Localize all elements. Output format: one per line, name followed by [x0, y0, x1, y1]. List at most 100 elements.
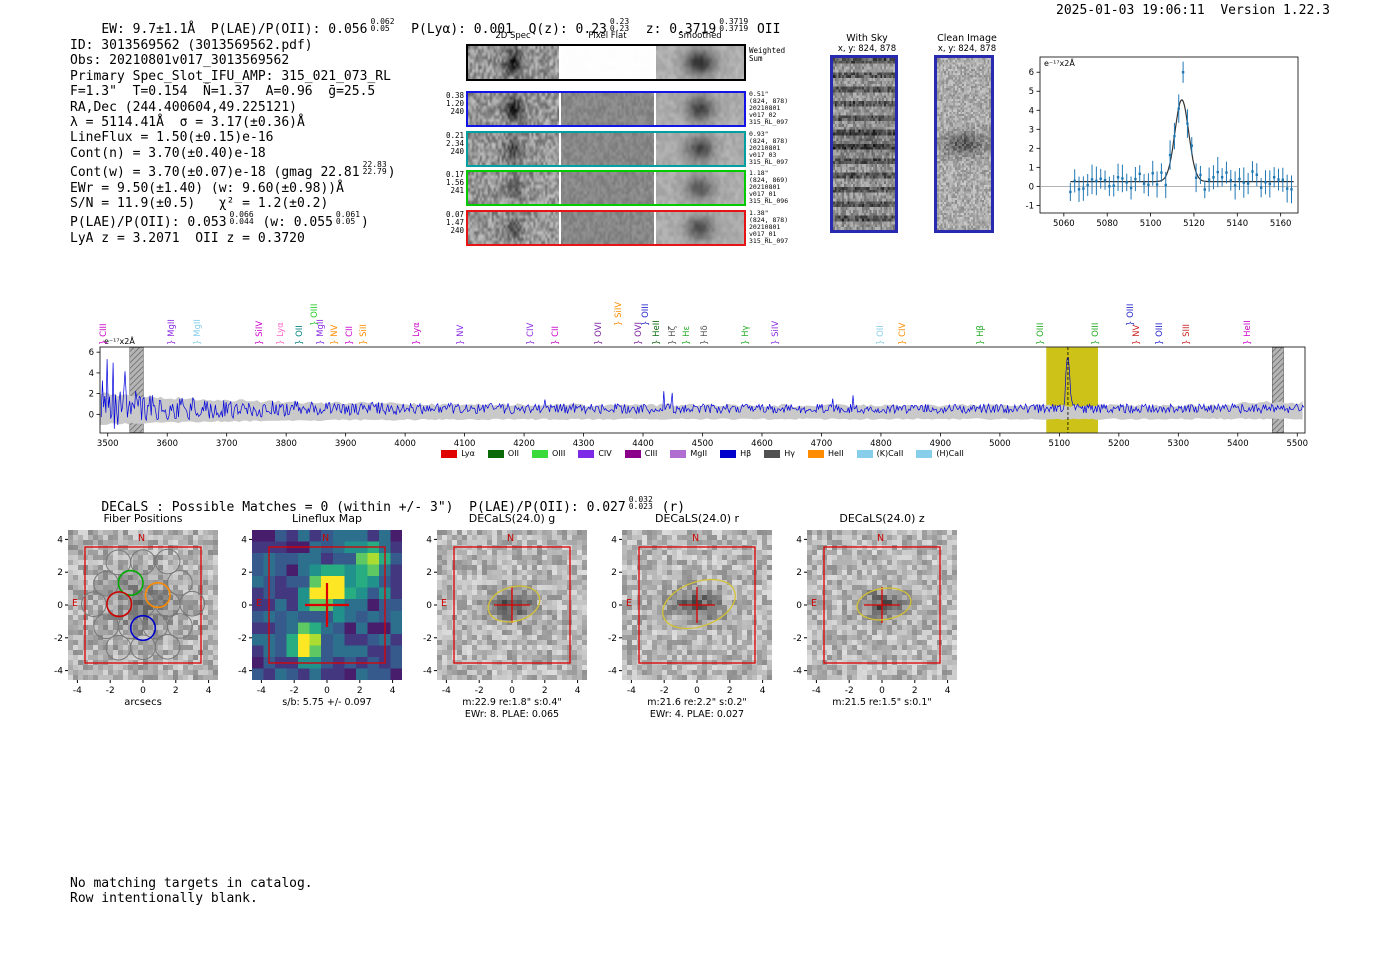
data-point	[1264, 181, 1267, 184]
spectral-line-label: } HeII	[1242, 320, 1253, 345]
data-point	[1212, 176, 1215, 179]
weight-value: 0.21	[445, 130, 464, 140]
fiber-info-line: 20210801	[749, 104, 781, 112]
cutout-row-border	[466, 209, 746, 246]
error-stack: 0.061 0.05	[335, 210, 361, 226]
panel-y-tick: 2	[796, 568, 802, 578]
fit-y-tick: 6	[1029, 68, 1034, 78]
footer-line-1: No matching targets in catalog.	[70, 876, 313, 891]
data-point	[1147, 183, 1150, 186]
data-point	[1095, 179, 1098, 183]
row-weight-values: 0.07 1.47 240	[438, 210, 464, 235]
info-text: P(LAE)/P(OII): 0.053	[70, 215, 227, 231]
decals-plae-errors: 0.032 0.023	[628, 495, 653, 512]
panel-y-tick: 4	[426, 535, 432, 545]
panel-caption-2: EWr: 8. PLAE: 0.065	[464, 709, 560, 720]
x-tick-label: 5000	[989, 439, 1011, 449]
fiber-info-line: 1.18"	[749, 169, 769, 177]
spectrum-ylabel: e⁻¹⁷x2Å	[104, 337, 135, 346]
panel-x-tick: 4	[760, 686, 766, 696]
spectrum-line	[100, 356, 1305, 429]
y-tick-label: 6	[89, 348, 94, 358]
qz-value: Q(z): 0.23	[528, 22, 607, 38]
fiber-info-line: (824, 869)	[749, 176, 789, 184]
x-tick-label: 4000	[394, 439, 416, 449]
compass-north-label: N	[877, 533, 885, 544]
spectral-line-label: } MgII	[192, 319, 203, 345]
ew-value: EW: 9.7±1.1Å	[101, 22, 211, 38]
panel-y-tick: 2	[241, 568, 247, 578]
row-2dspec-image	[468, 211, 559, 244]
spectral-line-label: } SiIV	[771, 320, 782, 345]
row-2dspec-image	[468, 172, 559, 204]
spectral-line-label: } SiIV	[614, 301, 624, 326]
info-line: LyA z = 3.2071 OII z = 0.3720	[70, 231, 396, 246]
spectral-line-label: } Hδ	[699, 325, 710, 345]
x-tick-label: 3800	[275, 439, 297, 449]
panel-caption: m:22.9 re:1.8" s:0.4"	[462, 697, 562, 708]
legend-label: OIII	[551, 449, 566, 458]
info-text: LineFlux = 1.50(±0.15)e-16	[70, 130, 274, 146]
x-tick-label: 4100	[454, 439, 476, 449]
legend-label: (K)CaII	[876, 449, 904, 458]
fit-y-tick: 4	[1029, 106, 1034, 116]
panel-y-tick: -4	[238, 667, 247, 677]
spectral-line-label: } CIV	[897, 322, 908, 345]
legend-label: CIII	[644, 449, 658, 458]
spectral-line-label: } Hζ	[667, 325, 678, 345]
panel-y-tick: 4	[611, 535, 617, 545]
row-pixelflat-image	[561, 93, 654, 125]
data-point	[1099, 177, 1102, 180]
y-tick-label: 2	[89, 390, 94, 400]
x-tick-label: 5200	[1108, 439, 1130, 449]
spectral-line-label: } OIII	[641, 303, 652, 326]
fit-y-tick: 5	[1029, 87, 1034, 97]
timestamp-version: 2025-01-03 19:06:11 Version 1.22.3	[1056, 3, 1330, 18]
panel-y-tick: -4	[793, 667, 802, 677]
fiber-info-line: 20210801	[749, 222, 781, 231]
panel-title: Lineflux Map	[291, 512, 363, 525]
x-tick-label: 3500	[97, 439, 119, 449]
clean-image-title: Clean Image	[937, 33, 997, 44]
spectral-line-label: } OII	[294, 325, 305, 345]
spectral-line-label: } CIII	[99, 323, 109, 345]
data-point	[1177, 107, 1180, 110]
legend-item: (H)CaII	[916, 449, 964, 458]
panel-y-tick: -2	[608, 634, 617, 644]
panel-x-tick: 2	[542, 686, 548, 696]
full-spectrum-plot: 3500 3600 3700 3800 3900 4000 4100 4200 4300 4400…	[89, 346, 1308, 449]
data-point	[1277, 178, 1280, 181]
fiber-positions-image	[68, 530, 218, 680]
compass-east-label: E	[811, 598, 818, 609]
plae-poii-errors: 0.062 0.05	[370, 17, 395, 34]
panel-title: DECaLS(24.0) r	[654, 512, 740, 525]
legend-swatch	[670, 449, 687, 458]
gaussian-fit-curve	[1070, 99, 1294, 183]
data-point	[1290, 188, 1293, 191]
panel-y-tick: 4	[241, 535, 247, 545]
error-stack: 22.83 22.79	[363, 161, 387, 176]
x-tick-label: 4500	[692, 439, 714, 449]
with-sky-coords: x, y: 824, 878	[837, 44, 897, 54]
generated-text: 0.061	[335, 210, 361, 220]
data-point	[1155, 183, 1159, 186]
row-smoothed-image	[656, 172, 744, 204]
qz-errors: 0.23 0.23	[609, 17, 630, 34]
panel-x-tick: 2	[357, 686, 363, 696]
weight-value: 240	[450, 225, 464, 235]
data-point	[1216, 170, 1219, 174]
fiber-info-line: (824, 878)	[749, 136, 789, 145]
panel-y-tick: -2	[54, 634, 63, 644]
row-pixelflat-image	[561, 132, 654, 165]
footer-notes: No matching targets in catalog. Row inte…	[70, 876, 313, 907]
weighted-pixelflat-image	[561, 46, 654, 79]
panel-x-tick: 4	[575, 686, 581, 696]
spectral-line-label: } OIII	[1125, 303, 1136, 326]
compass-north-label: N	[138, 533, 146, 544]
compass-east-label: E	[441, 598, 448, 609]
data-point	[1069, 190, 1072, 194]
row-smoothed-image	[656, 93, 744, 125]
panel-x-tick: 0	[879, 686, 885, 696]
panel-x-tick: 2	[727, 686, 733, 696]
spectral-line-label: } SiII	[358, 324, 369, 345]
